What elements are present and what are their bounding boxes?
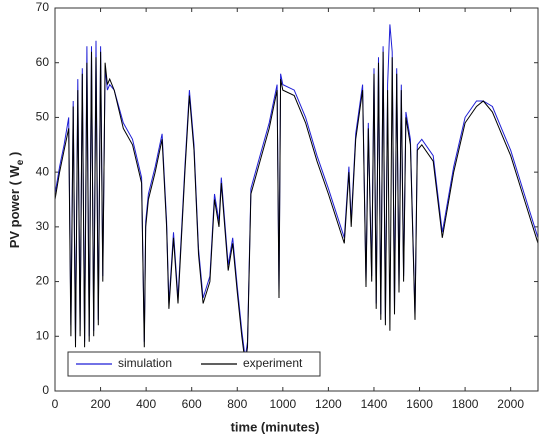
y-tick-label: 20: [36, 274, 50, 288]
y-tick-label: 50: [36, 110, 50, 124]
series-line: [54, 51, 539, 364]
x-axis-label: time (minutes): [231, 419, 320, 434]
x-tick-label: 200: [91, 397, 111, 411]
y-label-suffix: ): [7, 152, 22, 160]
plot-area: [55, 8, 538, 391]
x-tick-label: 1200: [315, 397, 342, 411]
x-tick-label: 1600: [406, 397, 433, 411]
y-label-subscript: e: [15, 159, 26, 165]
y-tick-label: 0: [42, 383, 49, 397]
x-tick-label: 800: [227, 397, 247, 411]
x-tick-label: 1000: [269, 397, 296, 411]
y-tick-label: 10: [36, 328, 50, 342]
y-tick-label: 40: [36, 164, 50, 178]
x-tick-label: 400: [136, 397, 156, 411]
y-tick-label: 60: [36, 55, 50, 69]
y-axis-label: PV power ( We ): [7, 152, 25, 249]
y-label-text: PV power ( W: [7, 165, 22, 249]
x-tick-label: 600: [182, 397, 202, 411]
y-tick-label: 70: [36, 0, 50, 14]
axes-frame: [54, 7, 539, 392]
y-tick-label: 30: [36, 219, 50, 233]
x-tick-label: 2000: [497, 397, 524, 411]
legend-label: simulation: [118, 356, 172, 370]
x-tick-label: 1400: [361, 397, 388, 411]
x-tick-label: 0: [52, 397, 59, 411]
legend-label: experiment: [243, 356, 303, 370]
x-tick-label: 1800: [452, 397, 479, 411]
